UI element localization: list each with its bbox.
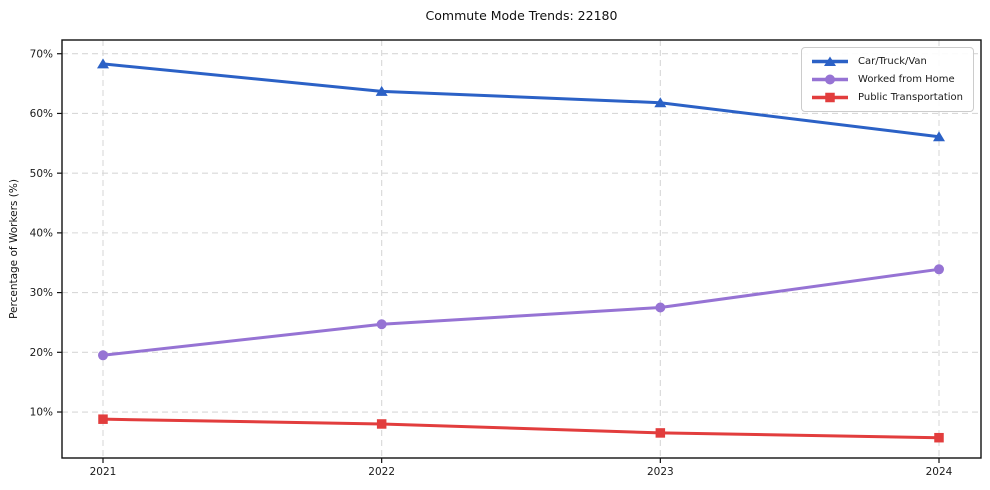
series-marker-square-icon [98, 414, 108, 424]
series-marker-triangle-icon [654, 97, 667, 108]
series-marker-circle-icon [934, 264, 944, 275]
legend: Car/Truck/Van Worked from Home Public Tran… [801, 47, 974, 112]
legend-marker-icon [812, 92, 849, 103]
series-line-car-truck-van [101, 62, 941, 139]
y-tick-label: 50% [30, 168, 53, 180]
series-line-worked-from-home [101, 267, 941, 357]
series-marker-circle-icon [98, 350, 108, 361]
series-marker-triangle-icon [375, 85, 388, 96]
series-marker-circle-icon [655, 302, 666, 313]
x-tick-label: 2023 [647, 466, 674, 478]
x-tick-label: 2024 [926, 466, 953, 478]
legend-label: Public Transportation [858, 92, 963, 103]
x-tick-label: 2021 [90, 466, 117, 478]
legend-marker-icon [812, 74, 849, 85]
y-tick-label: 70% [30, 48, 53, 60]
y-tick-label: 30% [30, 287, 53, 299]
axes-spines [61, 39, 982, 459]
series-marker-triangle-icon [97, 58, 109, 69]
series-marker-circle-icon [376, 319, 387, 330]
y-tick-label: 60% [30, 108, 53, 120]
chart-title: Commute Mode Trends: 22180 [425, 8, 618, 23]
y-tick-label: 40% [30, 227, 53, 239]
series-marker-square-icon [934, 432, 944, 443]
legend-entry: Public Transportation [810, 90, 963, 105]
legend-entry: Worked from Home [810, 72, 963, 87]
y-tick-label: 10% [30, 407, 53, 419]
legend-label: Worked from Home [858, 74, 955, 85]
series-marker-square-icon [655, 428, 666, 438]
legend-label: Car/Truck/Van [858, 56, 927, 67]
legend-entry: Car/Truck/Van [810, 54, 963, 69]
series-marker-square-icon [376, 419, 387, 429]
series-line-public-transportation [101, 417, 941, 440]
x-tick-label: 2022 [368, 466, 395, 478]
series-marker-triangle-icon [933, 131, 945, 142]
legend-marker-icon [812, 56, 849, 66]
y-tick-label: 20% [30, 347, 53, 359]
